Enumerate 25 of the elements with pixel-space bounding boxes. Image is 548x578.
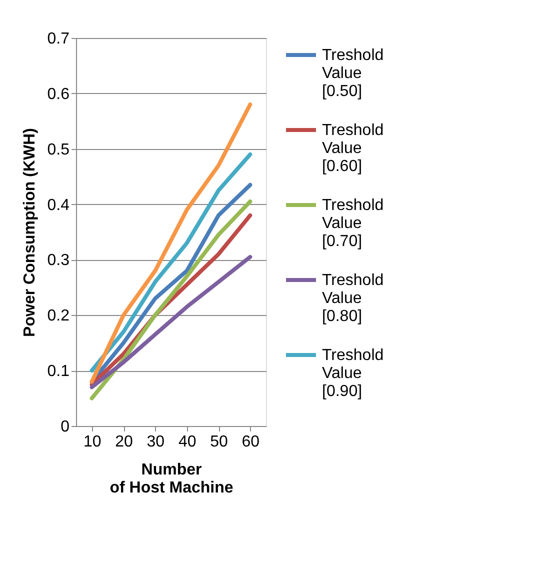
legend-label: Treshold Value [0.50] (322, 47, 384, 100)
x-tick-label: 60 (242, 434, 260, 450)
line-series (90, 254, 252, 390)
x-tick-label: 40 (178, 434, 196, 450)
y-tick-label: 0.5 (47, 141, 70, 158)
y-tick-label: 0.4 (47, 196, 70, 214)
line-series (90, 152, 252, 373)
x-tick-label: 30 (146, 434, 165, 450)
x-tick-label: 20 (115, 434, 133, 450)
y-tick-label: 0 (60, 418, 70, 436)
line-series (90, 102, 252, 384)
x-tick-label: 50 (210, 434, 228, 450)
legend-label: Treshold Value [0.90] (322, 347, 384, 400)
x-axis-title: Number of Host Machine (110, 462, 234, 496)
line-series (90, 182, 252, 384)
y-tick-label: 0.6 (47, 86, 70, 103)
y-tick-label: 0.7 (47, 30, 70, 48)
y-tick-label: 0.3 (47, 252, 70, 270)
legend-label: Treshold Value [0.70] (322, 197, 384, 250)
y-tick-label: 0.2 (47, 308, 70, 325)
y-tick-label: 0.1 (47, 363, 70, 380)
y-axis-title: Power Consumption (KWH) (21, 128, 38, 337)
x-tick-label: 10 (83, 434, 102, 450)
legend-label: Treshold Value [0.80] (322, 272, 384, 325)
legend-label: Treshold Value [0.60] (322, 122, 384, 175)
